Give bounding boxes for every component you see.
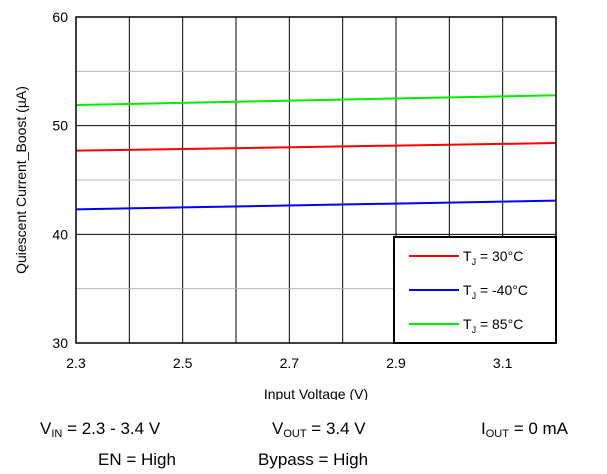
legend-label: TJ = 85°C — [463, 316, 523, 335]
x-tick-labels: 2.3 2.5 2.7 2.9 3.1 — [66, 355, 512, 371]
y-tick-label: 60 — [52, 9, 68, 25]
legend-label: TJ = -40°C — [463, 282, 528, 301]
series-line — [75, 199, 557, 211]
x-tick-label: 2.9 — [386, 355, 406, 371]
bypass-condition: Bypass = High — [258, 450, 369, 469]
legend-label: TJ = 30°C — [463, 248, 523, 267]
vout-condition: VOUT = 3.4 V — [272, 419, 366, 440]
quiescent-current-chart: 2.3 2.5 2.7 2.9 3.1 30 40 50 60 Input Voltage (… — [13, 9, 557, 400]
x-tick-label: 2.3 — [66, 355, 86, 371]
y-axis-label: Quiescent Current_Boost (µA) — [13, 86, 29, 274]
x-tick-label: 2.5 — [173, 355, 193, 371]
iout-condition: IOUT = 0 mA — [481, 419, 569, 440]
series-line — [75, 94, 557, 107]
y-tick-label: 50 — [52, 118, 68, 134]
x-tick-label: 3.1 — [493, 355, 513, 371]
series-line — [75, 142, 557, 152]
x-tick-label: 2.7 — [280, 355, 300, 371]
series-lines — [75, 94, 557, 211]
y-tick-labels: 30 40 50 60 — [52, 9, 68, 351]
y-tick-label: 40 — [52, 226, 68, 242]
vin-condition: VIN = 2.3 - 3.4 V — [40, 419, 161, 440]
plot-frame — [75, 16, 557, 344]
legend: TJ = 30°C TJ = -40°C TJ = 85°C — [393, 236, 557, 344]
grid-lines — [76, 17, 556, 343]
y-tick-label: 30 — [52, 335, 68, 351]
x-axis-label: Input Voltage (V) — [264, 386, 368, 400]
en-condition: EN = High — [98, 450, 176, 469]
